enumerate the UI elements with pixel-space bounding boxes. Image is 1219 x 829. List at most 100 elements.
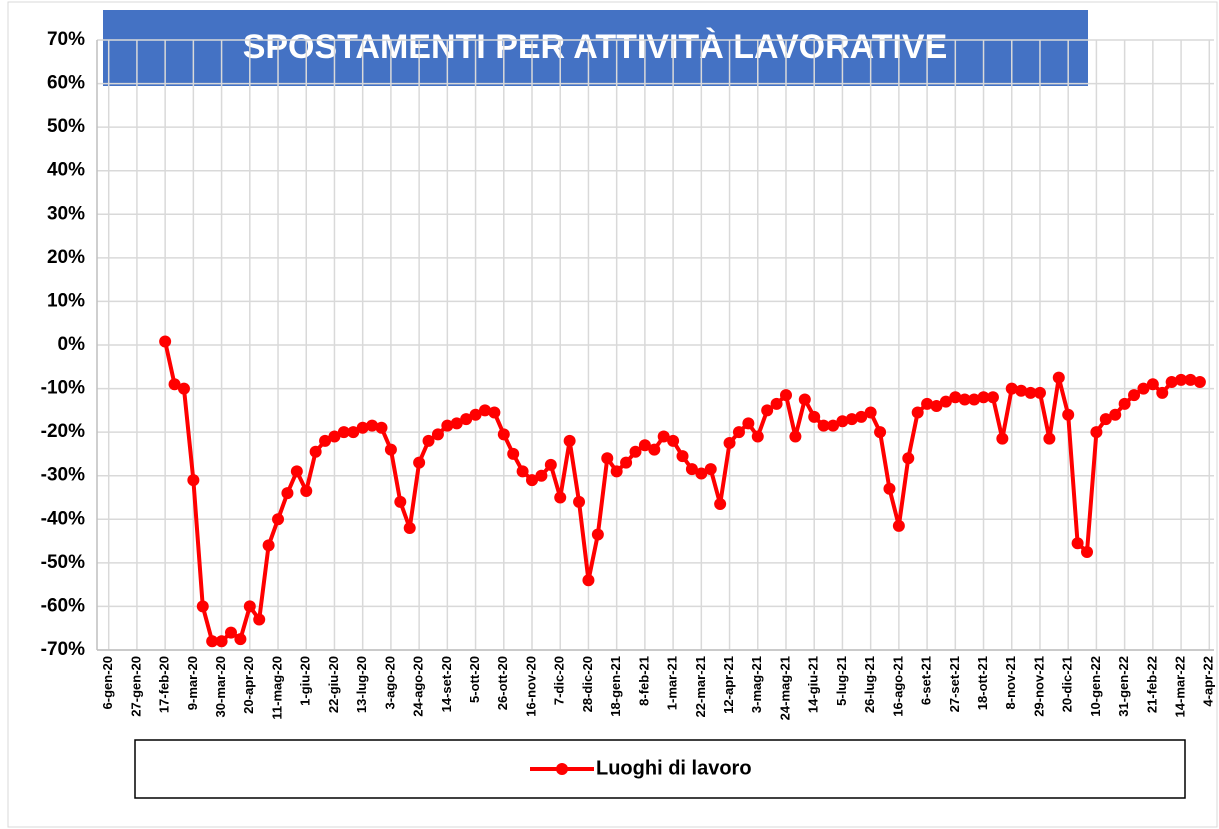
x-tick-label: 16-ago-21 <box>890 656 905 717</box>
point <box>892 519 905 532</box>
point <box>488 406 501 419</box>
point <box>243 600 256 613</box>
chart-frame <box>7 1 1218 828</box>
x-tick-label: 30-mar-20 <box>213 656 228 717</box>
point <box>1071 537 1084 550</box>
x-tick-label: 18-ott-21 <box>975 656 990 710</box>
point <box>413 456 426 469</box>
x-tick-label: 22-mar-21 <box>693 656 708 717</box>
point <box>695 467 708 480</box>
y-tick-label: -50% <box>41 552 85 573</box>
title-box <box>103 10 1088 86</box>
point <box>648 443 661 456</box>
point <box>855 410 868 423</box>
x-tick-label: 26-lug-21 <box>862 656 877 713</box>
point <box>196 600 209 613</box>
point <box>422 434 435 447</box>
x-tick-label: 28-dic-20 <box>580 656 595 712</box>
x-tick-label: 24-mag-21 <box>777 656 792 720</box>
point <box>1165 376 1178 389</box>
point <box>911 406 924 419</box>
point <box>215 635 228 648</box>
x-tick-label: 1-giu-20 <box>298 656 313 706</box>
point <box>478 404 491 417</box>
point <box>554 491 567 504</box>
point <box>187 474 200 487</box>
point <box>601 452 614 465</box>
point <box>497 428 510 441</box>
point <box>347 426 360 439</box>
point <box>1156 386 1169 399</box>
point <box>977 391 990 404</box>
point <box>751 430 764 443</box>
x-tick-label: 31-gen-22 <box>1116 656 1131 717</box>
point <box>620 456 633 469</box>
point <box>460 413 473 426</box>
point <box>168 378 181 391</box>
point <box>883 482 896 495</box>
point <box>789 430 802 443</box>
x-tick-label: 6-gen-20 <box>100 656 115 709</box>
point <box>1099 413 1112 426</box>
x-tick-label: 26-ott-20 <box>495 656 510 710</box>
point <box>845 413 858 426</box>
point <box>902 452 915 465</box>
point <box>714 498 727 511</box>
point <box>1090 426 1103 439</box>
point <box>685 463 698 476</box>
point <box>375 421 388 434</box>
y-tick-label: -20% <box>41 421 85 442</box>
x-tick-label: 20-apr-20 <box>241 656 256 714</box>
point <box>356 421 369 434</box>
point <box>827 419 840 432</box>
point <box>366 419 379 432</box>
x-tick-label: 12-apr-21 <box>721 656 736 714</box>
point <box>968 393 981 406</box>
point <box>921 397 934 410</box>
point <box>526 474 539 487</box>
point <box>1137 382 1150 395</box>
point <box>234 633 247 646</box>
legend-box <box>134 739 1186 799</box>
x-tick-label: 6-set-21 <box>919 656 934 705</box>
point <box>450 417 463 430</box>
point <box>798 393 811 406</box>
x-tick-label: 27-gen-20 <box>128 656 143 717</box>
x-tick-label: 5-lug-21 <box>834 656 849 706</box>
point <box>469 408 482 421</box>
point <box>1184 373 1197 386</box>
point <box>290 465 303 478</box>
point <box>864 406 877 419</box>
point <box>431 428 444 441</box>
x-tick-label: 17-feb-20 <box>157 656 172 713</box>
y-tick-label: -10% <box>41 378 85 399</box>
x-tick-label: 18-gen-21 <box>608 656 623 717</box>
point <box>770 397 783 410</box>
point <box>309 445 322 458</box>
point <box>573 495 586 508</box>
x-tick-label: 24-ago-20 <box>411 656 426 717</box>
point <box>667 434 680 447</box>
legend-label: Luoghi di lavoro <box>596 757 752 779</box>
point <box>394 495 407 508</box>
point <box>638 439 651 452</box>
point <box>1062 408 1075 421</box>
point <box>874 426 887 439</box>
x-tick-label: 16-nov-20 <box>523 656 538 717</box>
point <box>507 447 520 460</box>
point <box>177 382 190 395</box>
point <box>761 404 774 417</box>
point <box>610 465 623 478</box>
point <box>1043 432 1056 445</box>
x-tick-label: 20-dic-21 <box>1060 656 1075 712</box>
point <box>808 410 821 423</box>
x-tick-label: 11-mag-20 <box>269 656 284 720</box>
point <box>996 432 1009 445</box>
point <box>986 391 999 404</box>
x-tick-label: 8-feb-21 <box>636 656 651 706</box>
point <box>1052 371 1065 384</box>
y-tick-label: 70% <box>47 29 85 50</box>
y-tick-label: 20% <box>47 247 85 268</box>
x-tick-label: 22-giu-20 <box>326 656 341 713</box>
point <box>939 395 952 408</box>
